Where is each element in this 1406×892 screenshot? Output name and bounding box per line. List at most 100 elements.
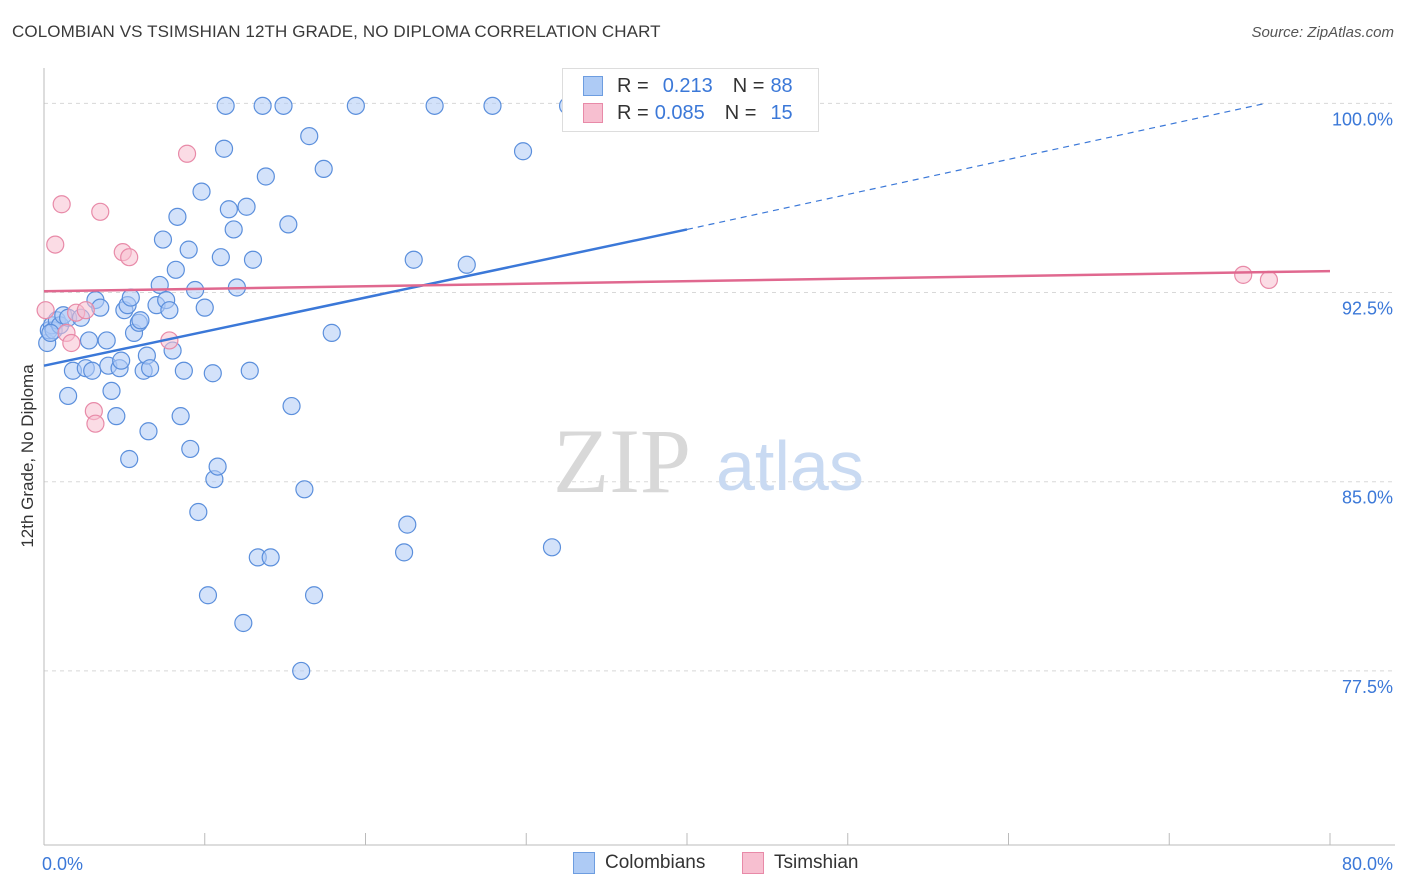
y-axis-label: 12th Grade, No Diploma [18,364,37,548]
colombians-point [304,586,324,605]
colombians-point [150,275,169,295]
legend-swatch-tsimshian [583,103,603,123]
colombians-point [121,288,140,307]
colombians-point [120,449,139,469]
y-tick-label: 92.5% [1342,299,1393,319]
colombians-point [256,167,275,186]
colombians-trend-line [43,228,688,367]
legend-n-value: 15 [770,101,793,124]
y-tick-label: 85.0% [1342,488,1393,508]
colombians-point [208,457,227,476]
colombians-point [274,96,293,115]
colombians-point [140,359,160,378]
colombians-point [457,255,476,274]
legend-item-colombians[interactable]: Colombians [573,852,705,874]
colombians-point [314,159,333,179]
watermark-atlas: atlas [716,427,864,505]
tsimshian-points [36,144,1279,433]
colombians-point [139,422,158,441]
colombians-point [214,139,234,158]
colombians-point [234,613,253,633]
colombians-point [189,502,208,522]
legend-n-label: N = [724,101,757,124]
colombians-points [38,96,636,681]
legend-r-label: R = [617,74,649,97]
tsimshian-point [62,333,81,353]
colombians-point [322,323,341,342]
tsimshian-point [86,414,105,433]
tsimshian-point [76,301,95,320]
tick-labels: 77.5% 85.0% 92.5% 100.0% 0.0% 80.0% [42,109,1393,874]
colombians-point [261,548,280,567]
colombians-point [166,260,185,279]
colombians-point [195,298,214,317]
tsimshian-point [177,144,197,163]
colombians-point [282,396,301,416]
colombians-point [253,96,272,115]
colombians-point [483,96,502,115]
colombians-point [171,407,190,426]
tsimshian-point [1259,270,1279,290]
colombians-point [179,240,198,259]
colombians-point [192,182,211,201]
colombians-point [237,197,256,216]
colombians-point [83,361,102,380]
colombians-point [211,248,230,267]
colombians-point [174,361,193,380]
tsimshian-point [52,195,71,214]
colombians-point [79,331,99,350]
y-tick-label: 77.5% [1342,677,1393,697]
colombians-point [107,407,126,426]
legend-row-colombians: R = 0.213 N = 88 [583,73,793,99]
colombians-point [59,386,78,406]
chart-title: COLOMBIAN VS TSIMSHIAN 12TH GRADE, NO DI… [12,22,661,41]
colombians-point [203,364,222,383]
colombians-point [181,439,200,459]
axes [43,68,1395,846]
series-legend: Colombians Tsimshian [0,852,1406,878]
colombians-point [240,361,259,380]
colombians-point [216,96,235,115]
colombians-point [243,250,263,269]
colombians-point [160,301,179,320]
trend-lines [43,102,1331,367]
colombians-point [398,515,417,534]
colombians-point [41,323,60,342]
y-tick-label: 100.0% [1332,109,1393,129]
colombians-point [97,331,116,350]
colombians-point [279,215,298,234]
legend-label-colombians: Colombians [605,852,706,873]
colombians-point [198,586,218,605]
tsimshian-trend-line [43,269,1331,293]
tsimshian-point [1234,265,1253,284]
legend-label-tsimshian: Tsimshian [774,852,859,873]
legend-swatch-colombians [573,852,595,874]
colombians-point [542,538,562,557]
colombians-point [300,127,319,146]
colombians-point [346,96,365,115]
tsimshian-point [91,202,110,221]
stats-legend: R = 0.213 N = 88 R = 0.085 N = 15 [562,68,819,132]
colombians-point [131,311,150,330]
legend-item-tsimshian[interactable]: Tsimshian [742,852,858,874]
legend-n-value: 88 [770,74,793,97]
x-tick-label: 80.0% [1342,854,1393,874]
colombians-point [394,543,414,562]
colombians-point [102,381,121,401]
colombians-point [295,480,314,499]
legend-swatch-tsimshian [742,852,764,874]
legend-row-tsimshian: R = 0.085 N = 15 [583,100,793,126]
colombians-point [513,142,533,161]
colombians-point [425,96,444,115]
tsimshian-point [36,301,55,320]
source-label: Source: ZipAtlas.com [1251,24,1394,41]
legend-r-value: 0.085 [654,101,705,124]
colombians-point [292,661,311,681]
legend-r-value: 0.213 [662,74,713,97]
x-tick-label: 0.0% [42,854,83,874]
gridlines [44,102,1395,672]
legend-swatch-colombians [583,76,603,96]
tsimshian-point [120,248,139,267]
watermark: ZIP atlas [553,410,864,512]
